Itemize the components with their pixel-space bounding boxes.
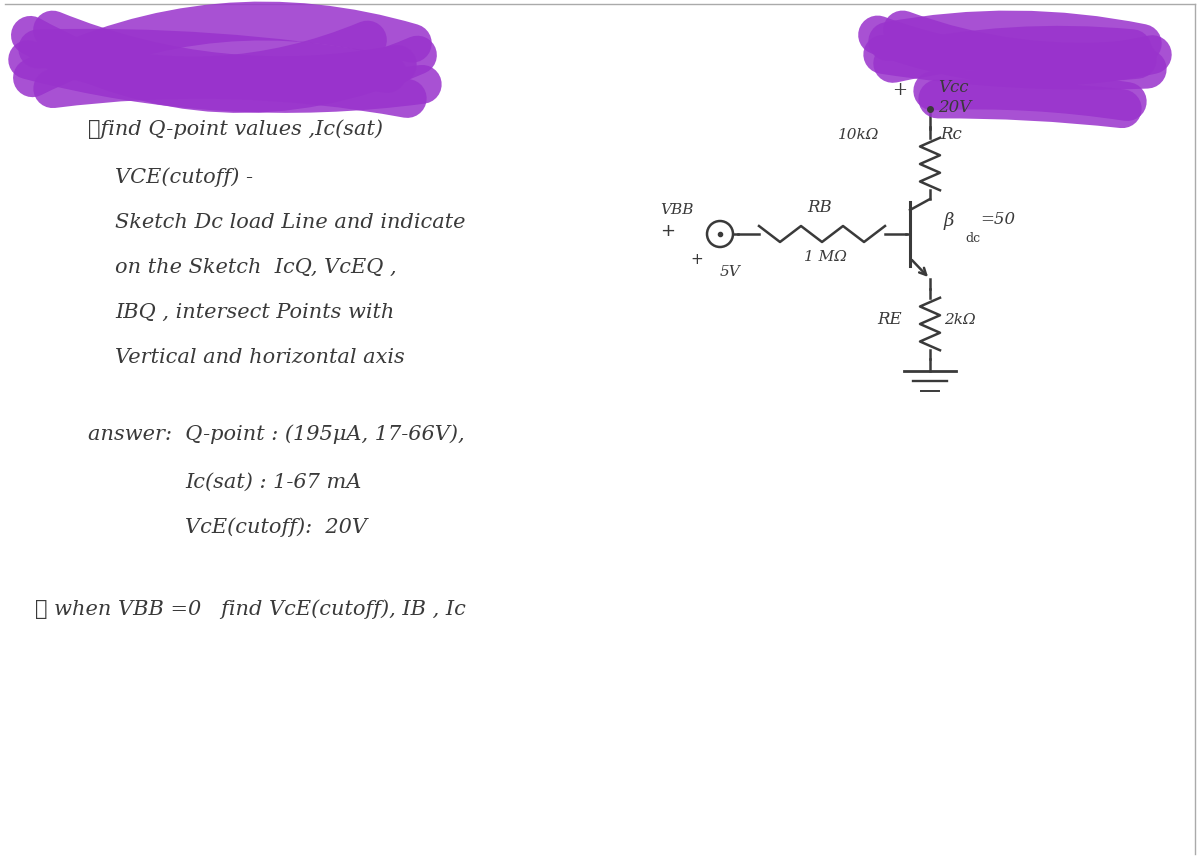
Text: dc: dc [965, 232, 980, 245]
Text: +: + [660, 222, 674, 240]
Text: IBQ , intersect Points with: IBQ , intersect Points with [115, 302, 395, 321]
Text: ①find Q-point values ,Ic(sat): ①find Q-point values ,Ic(sat) [88, 119, 383, 139]
Text: Vcc: Vcc [938, 79, 968, 96]
Text: =50: =50 [980, 211, 1015, 228]
Text: answer:  Q-point : (195μA, 17-66V),: answer: Q-point : (195μA, 17-66V), [88, 424, 464, 444]
Text: 10kΩ: 10kΩ [838, 128, 880, 142]
Text: 5V: 5V [720, 265, 740, 279]
Text: Sketch Dc load Line and indicate: Sketch Dc load Line and indicate [115, 213, 466, 232]
Text: on the Sketch  IcQ, VcEQ ,: on the Sketch IcQ, VcEQ , [115, 257, 397, 276]
Text: 2kΩ: 2kΩ [944, 313, 976, 327]
Text: +: + [690, 252, 703, 267]
Text: RB: RB [808, 199, 832, 216]
Text: VBB: VBB [660, 203, 694, 217]
Text: Ic(sat) : 1-67 mA: Ic(sat) : 1-67 mA [185, 473, 361, 492]
Text: ② when VBB =0   find VcE(cutoff), IB , Ic: ② when VBB =0 find VcE(cutoff), IB , Ic [35, 599, 466, 619]
Text: RE: RE [877, 311, 901, 328]
Text: Rc: Rc [940, 126, 961, 143]
Text: VcE(cutoff):  20V: VcE(cutoff): 20V [185, 518, 367, 537]
Text: Vertical and horizontal axis: Vertical and horizontal axis [115, 347, 404, 366]
Text: +: + [892, 81, 907, 99]
Text: β: β [944, 212, 954, 230]
Text: 20V: 20V [938, 99, 971, 116]
Text: 1 MΩ: 1 MΩ [804, 250, 847, 264]
Text: VCE(cutoff) -: VCE(cutoff) - [115, 167, 253, 187]
